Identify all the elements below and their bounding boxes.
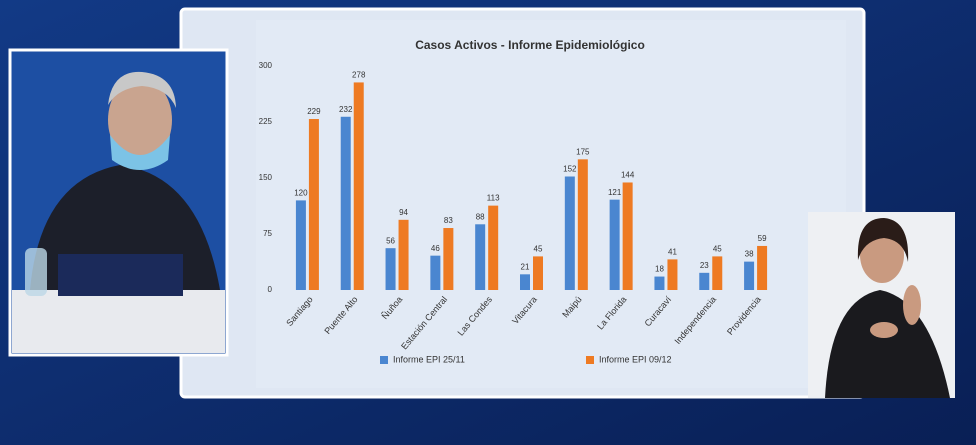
bar: [699, 272, 710, 290]
bar: [340, 116, 351, 290]
y-tick-label: 150: [259, 173, 273, 182]
y-tick-label: 75: [263, 229, 272, 238]
bar: [520, 274, 530, 290]
data-label: 278: [352, 71, 366, 80]
data-label: 175: [576, 147, 590, 156]
legend-swatch: [586, 356, 594, 364]
bar: [385, 248, 396, 290]
bar: [443, 228, 454, 290]
bar: [712, 256, 723, 290]
data-label: 38: [745, 250, 754, 259]
data-label: 144: [621, 171, 635, 180]
data-label: 23: [700, 261, 709, 270]
data-label: 229: [307, 107, 321, 116]
bar: [622, 182, 633, 290]
data-label: 83: [444, 216, 453, 225]
data-label: 18: [655, 265, 664, 274]
bar: [398, 219, 409, 290]
data-label: 232: [339, 105, 353, 114]
chart-title: Casos Activos - Informe Epidemiológico: [415, 38, 645, 52]
data-label: 21: [521, 262, 530, 271]
data-label: 152: [563, 165, 577, 174]
bar: [308, 119, 319, 290]
data-label: 45: [713, 245, 722, 254]
bar: [488, 205, 499, 290]
data-label: 41: [668, 247, 677, 256]
data-label: 121: [608, 188, 622, 197]
legend-swatch: [380, 356, 388, 364]
bar: [577, 159, 588, 290]
data-label: 94: [399, 208, 408, 217]
data-label: 113: [487, 194, 500, 203]
bar: [533, 256, 543, 290]
legend-label: Informe EPI 09/12: [599, 354, 672, 364]
data-label: 88: [476, 212, 485, 221]
data-label: 56: [386, 236, 395, 245]
legend-label: Informe EPI 25/11: [393, 354, 465, 364]
bar: [475, 224, 486, 290]
bar: [609, 199, 620, 290]
data-label: 46: [431, 244, 440, 253]
bar: [564, 176, 575, 290]
bar: [430, 255, 441, 290]
bar: [353, 82, 364, 290]
data-label: 45: [534, 245, 543, 254]
y-tick-label: 300: [259, 61, 273, 70]
bar: [744, 261, 755, 290]
data-label: 59: [758, 234, 767, 243]
speaker-video: [8, 48, 229, 357]
bar: [757, 245, 768, 290]
bar: [667, 259, 678, 290]
y-tick-label: 225: [259, 117, 273, 126]
data-label: 120: [294, 189, 308, 198]
interpreter-video: [808, 212, 955, 398]
bar: [654, 276, 665, 290]
y-tick-label: 0: [268, 285, 273, 294]
bar: [295, 200, 306, 290]
